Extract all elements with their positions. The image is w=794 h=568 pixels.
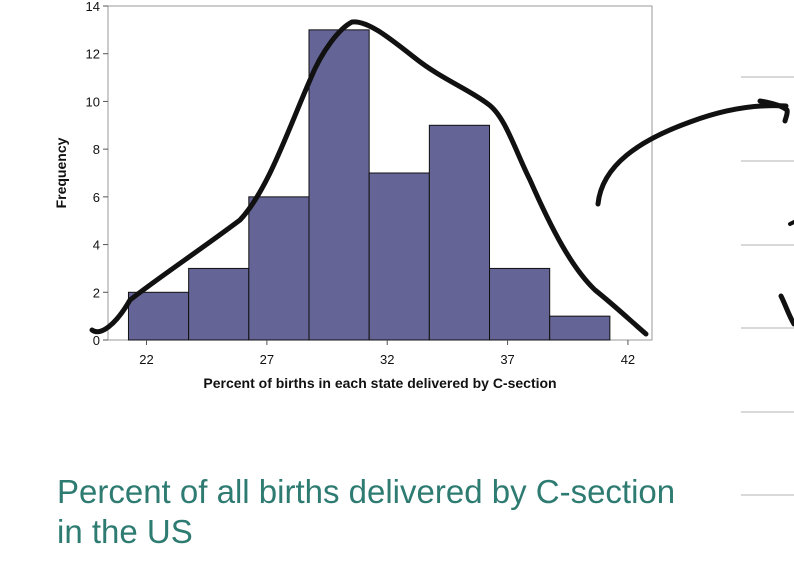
histogram-bar — [549, 315, 611, 341]
x-tick-label: 32 — [380, 352, 394, 367]
handdrawn-curve — [89, 19, 649, 337]
x-tick-label: 42 — [621, 352, 635, 367]
y-tick-label: 2 — [93, 285, 100, 300]
histogram-bar — [188, 267, 250, 341]
slide-caption: Percent of all births delivered by C-sec… — [57, 473, 676, 550]
notebook-rule — [741, 244, 794, 246]
handdrawn-arrow — [595, 98, 790, 207]
y-tick-label: 8 — [93, 142, 100, 157]
notebook-rule — [741, 411, 794, 413]
y-tick-label: 0 — [93, 333, 100, 348]
y-tick-label: 4 — [93, 238, 100, 253]
notebook-rule — [741, 160, 794, 162]
histogram-bar — [127, 291, 190, 341]
y-tick-label: 14 — [86, 0, 100, 14]
y-tick-label: 6 — [93, 190, 100, 205]
y-axis: 0 2 4 6 8 10 12 14 — [86, 0, 108, 348]
histogram-bar — [489, 267, 551, 341]
histogram-bar — [248, 196, 310, 341]
handdrawn-mark — [778, 293, 794, 327]
histogram-bar — [368, 172, 430, 341]
x-tick-label: 27 — [260, 352, 274, 367]
y-tick-label: 12 — [86, 47, 100, 62]
x-axis-title: Percent of births in each state delivere… — [203, 375, 556, 391]
y-tick-label: 10 — [86, 94, 100, 109]
x-tick-label: 37 — [500, 352, 514, 367]
histogram-bar — [308, 29, 370, 341]
x-axis: 22 27 32 37 42 — [139, 340, 635, 367]
y-axis-title: Frequency — [53, 137, 69, 208]
bars-group — [127, 29, 611, 341]
handdrawn-dot — [788, 220, 794, 226]
notebook-rule — [741, 76, 794, 78]
x-tick-label: 22 — [139, 352, 153, 367]
histogram-chart: 0 2 4 6 8 10 12 14 22 27 32 37 42 Percent of births… — [53, 0, 794, 391]
histogram-bar — [428, 124, 491, 341]
notebook-rule — [741, 327, 794, 329]
notebook-rule — [741, 494, 794, 496]
